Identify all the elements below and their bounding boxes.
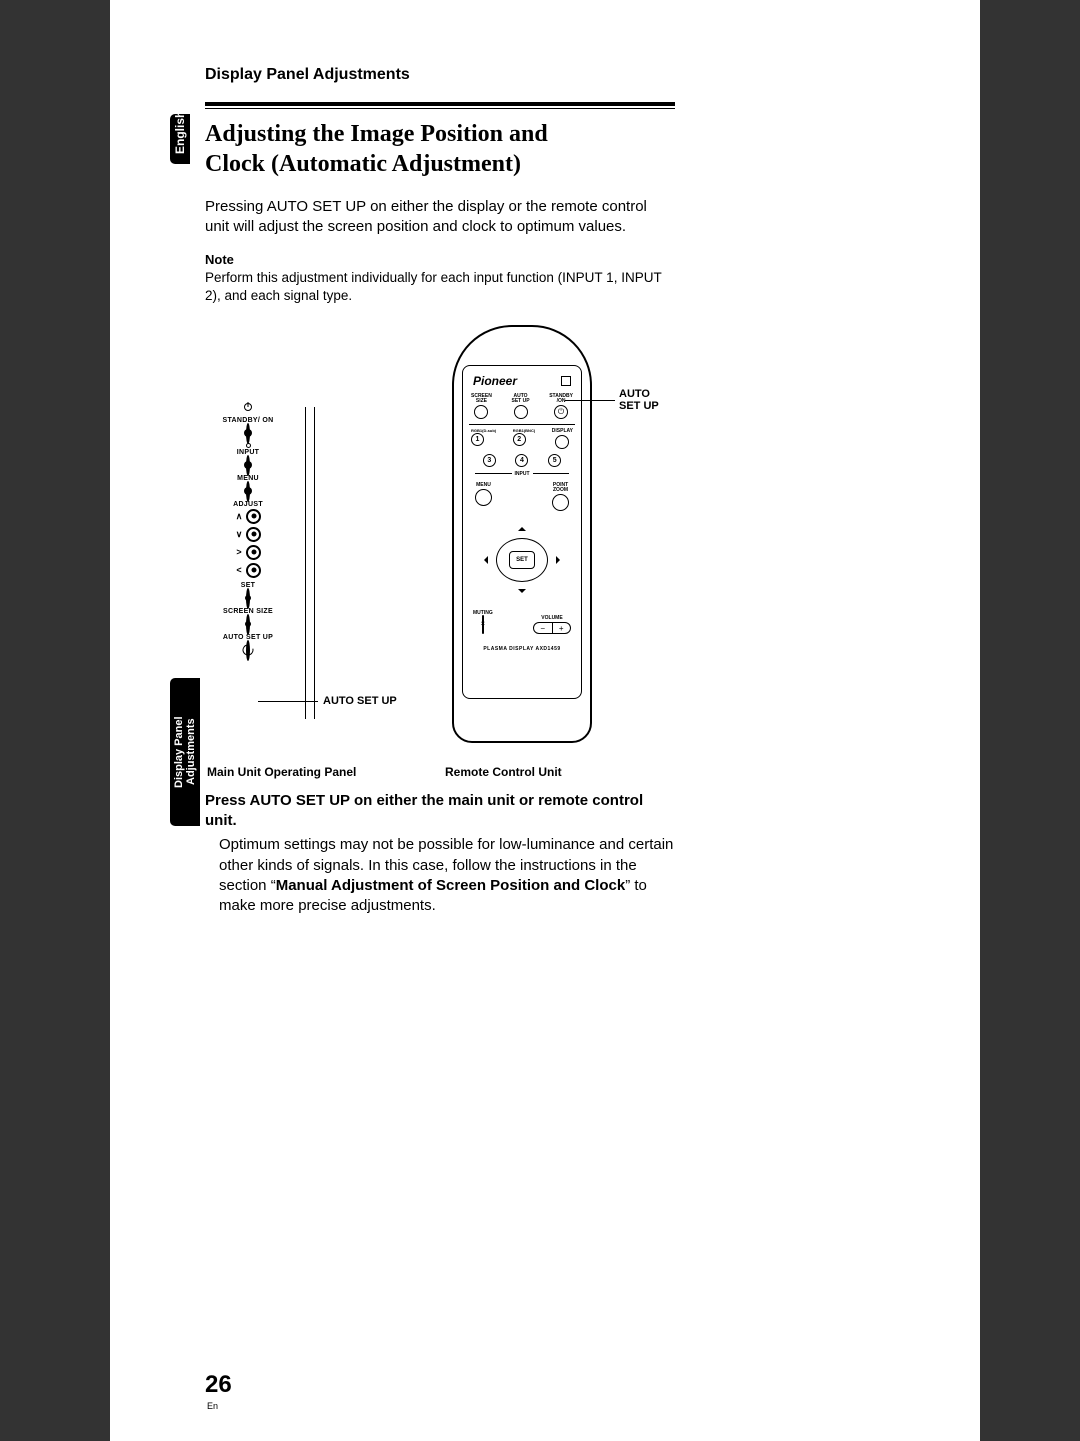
adjust-right-row: >	[213, 545, 283, 560]
dpad-right-icon	[556, 556, 564, 564]
rule-thin	[205, 108, 675, 109]
remote-brand-text: Pioneer	[473, 374, 517, 388]
remote-row-3: 3 4 5	[469, 454, 575, 467]
leader-line-remote	[565, 400, 615, 401]
standby-button	[246, 423, 250, 444]
remote-auto-setup-button	[514, 405, 528, 419]
remote-brand-row: Pioneer	[469, 372, 575, 394]
callout-auto-setup-remote: AUTO SET UP	[619, 388, 659, 412]
diagram-area: STANDBY/ ON INPUT MENU ADJUST ∧ ∨ > < SE…	[205, 325, 675, 755]
remote-row-top: SCREENSIZE AUTOSET UP STANDBY/ON	[469, 394, 575, 419]
menu-button	[246, 481, 250, 502]
callout-line-2: SET UP	[619, 400, 659, 412]
label-menu-r: MENU	[475, 483, 492, 488]
side-tab-english: English	[170, 114, 190, 164]
remote-separator	[469, 424, 575, 425]
input-button	[246, 455, 250, 476]
section-header: Display Panel Adjustments	[205, 66, 675, 84]
dpad-down-icon	[518, 589, 526, 597]
label-auto-setup-r: AUTOSET UP	[511, 394, 529, 404]
dpad-left-icon	[480, 556, 488, 564]
diagram-captions: Main Unit Operating Panel Remote Control…	[205, 765, 675, 779]
set-button	[246, 588, 250, 609]
label-point-zoom: POINTZOOM	[552, 483, 569, 493]
remote-control: Pioneer SCREENSIZE AUTOSET UP STANDBY/ON…	[452, 325, 592, 743]
remote-face: Pioneer SCREENSIZE AUTOSET UP STANDBY/ON…	[462, 365, 582, 699]
main-unit-panel: STANDBY/ ON INPUT MENU ADJUST ∧ ∨ > < SE…	[213, 399, 283, 660]
title-line-1: Adjusting the Image Position and	[205, 121, 548, 147]
page-number: 26	[205, 1371, 232, 1399]
screen-size-button	[246, 614, 250, 635]
remote-ir-icon	[561, 376, 571, 386]
remote-point-zoom-button	[552, 494, 569, 511]
intro-text: Pressing AUTO SET UP on either the displ…	[205, 197, 675, 238]
remote-standby-button	[554, 405, 568, 419]
label-rgb1-dsub: RGB1(D-sub)	[471, 429, 496, 433]
manual-page: English Display Panel Adjustments Displa…	[110, 0, 980, 1441]
remote-input-label-row: INPUT	[475, 471, 569, 477]
remote-display-button	[555, 435, 569, 449]
remote-row-2: RGB1(D-sub)1 RGB1(BNC)2 DISPLAY	[469, 429, 575, 449]
instruction-body: Optimum settings may not be possible for…	[205, 835, 675, 916]
label-volume: VOLUME	[533, 616, 571, 621]
remote-menu-button	[475, 489, 492, 506]
power-icon	[244, 403, 252, 411]
rule-thick	[205, 102, 675, 106]
remote-muting-button	[482, 615, 484, 634]
leader-line-main	[258, 701, 318, 702]
remote-input-4: 4	[515, 454, 528, 467]
note-text: Perform this adjustment individually for…	[205, 269, 675, 305]
caption-main-unit: Main Unit Operating Panel	[205, 765, 445, 779]
remote-dpad: SET	[480, 523, 564, 597]
remote-input-1: 1	[471, 433, 484, 446]
instruction-heading: Press AUTO SET UP on either the main uni…	[205, 791, 675, 832]
remote-muting-vol-row: MUTING VOLUME−+	[469, 611, 575, 634]
label-screen-size-r: SCREENSIZE	[471, 394, 492, 404]
remote-input-label: INPUT	[515, 471, 530, 477]
remote-input-5: 5	[548, 454, 561, 467]
callout-auto-setup-main: AUTO SET UP	[323, 695, 397, 707]
content-column: Display Panel Adjustments Adjusting the …	[205, 66, 675, 916]
remote-volume-buttons: −+	[533, 622, 571, 634]
remote-model-label: PLASMA DISPLAY AXD1459	[469, 646, 575, 652]
label-standby-on-r: STANDBY/ON	[549, 394, 573, 404]
main-unit-outline	[305, 407, 315, 719]
dpad-up-icon	[518, 523, 526, 531]
page-title: Adjusting the Image Position and Clock (…	[205, 119, 675, 179]
label-display-r: DISPLAY	[552, 429, 573, 434]
caption-remote: Remote Control Unit	[445, 765, 562, 779]
adjust-left-row: <	[213, 563, 283, 578]
adjust-down-row: ∨	[213, 527, 283, 542]
callout-line-1: AUTO	[619, 388, 650, 400]
remote-input-3: 3	[483, 454, 496, 467]
instr-bold-part: Manual Adjustment of Screen Position and…	[276, 877, 626, 894]
remote-screen-size-button	[474, 405, 488, 419]
page-language: En	[207, 1401, 218, 1411]
auto-setup-button	[246, 640, 250, 661]
title-line-2: Clock (Automatic Adjustment)	[205, 151, 521, 177]
remote-set-button: SET	[509, 551, 535, 569]
note-label: Note	[205, 252, 675, 267]
adjust-up-row: ∧	[213, 509, 283, 524]
remote-menu-zoom-row: MENU POINTZOOM	[469, 483, 575, 511]
label-rgb1-bnc: RGB1(BNC)	[513, 429, 535, 433]
side-tab-display-panel: Display Panel Adjustments	[170, 678, 200, 826]
remote-input-2: 2	[513, 433, 526, 446]
